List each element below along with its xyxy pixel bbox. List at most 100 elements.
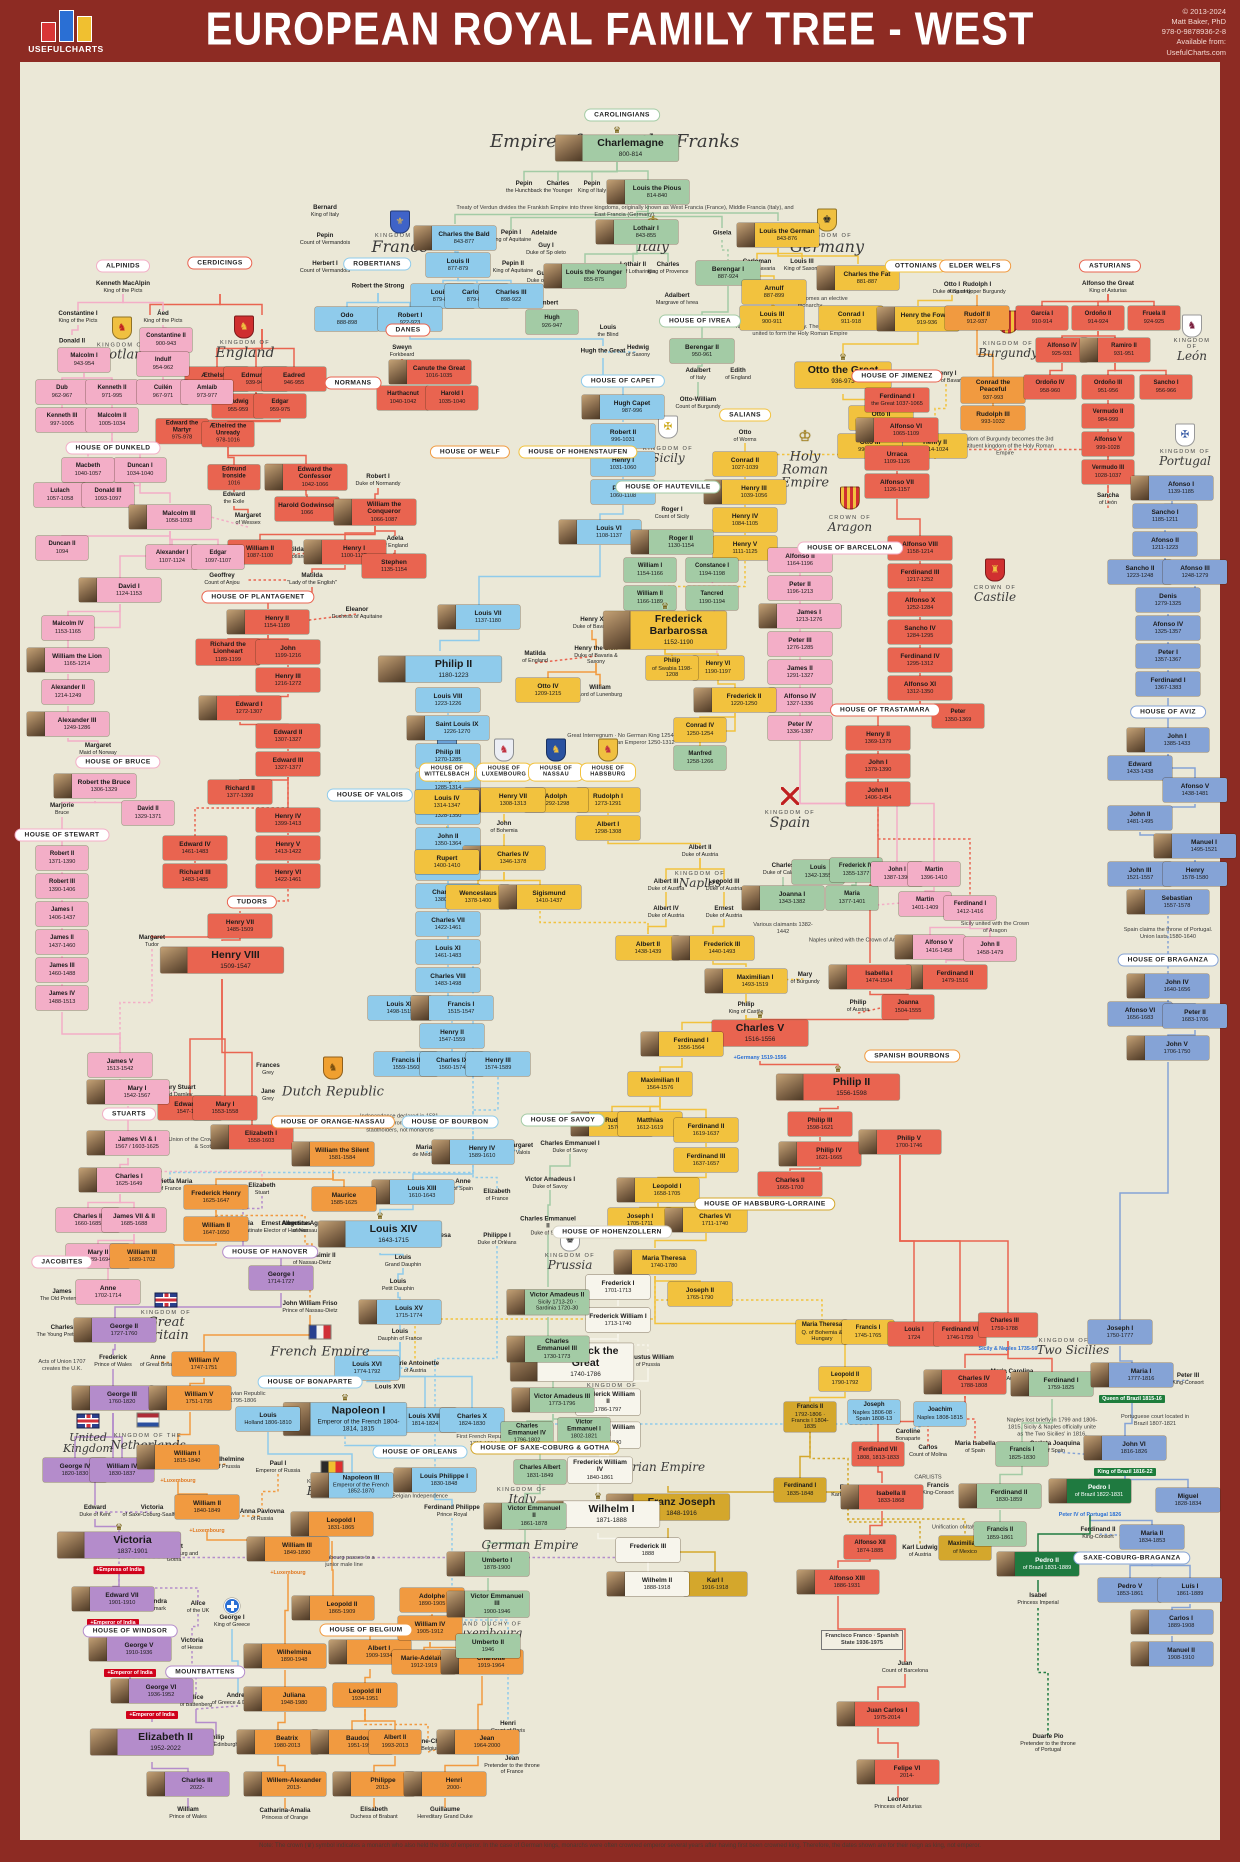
person-node: Rudolph III 993-1032 xyxy=(961,406,1025,430)
person-node: Ordoño II 914-924 xyxy=(1072,306,1124,330)
person-name: Geoffrey Count of Anjou xyxy=(204,572,240,586)
portrait xyxy=(603,611,631,649)
person-node: John VI 1816-1826 King of Brazil 1816-22 xyxy=(1084,1436,1166,1478)
person-name: Louis Dauphin of France xyxy=(377,1328,423,1342)
person-node: Henry I 1100-1135 xyxy=(304,540,386,564)
person-node: Edward I 1272-1307 xyxy=(199,696,281,720)
portrait xyxy=(291,1512,309,1536)
kingdom-label: KINGDOM OF Naples xyxy=(674,871,726,890)
person-node: Maximilian II 1564-1576 xyxy=(628,1072,692,1096)
person-name: Sweyn Forkbeard xyxy=(389,344,415,358)
kingdom-label: United Kingdom xyxy=(63,1431,113,1455)
credit-line: 978-0-9878936-2-8 xyxy=(1161,27,1226,37)
person-name: Augustus William of Prussia xyxy=(622,1354,674,1368)
poster-header: USEFULCHARTS EUROPEAN ROYAL FAMILY TREE … xyxy=(0,0,1240,62)
portrait xyxy=(359,1300,377,1324)
person-name: Edward the Exile xyxy=(222,491,246,505)
credit-line: UsefulCharts.com xyxy=(1166,47,1226,57)
person-node: William II 1166-1189 xyxy=(624,586,676,610)
person-node: Sancho IV 1284-1295 xyxy=(888,620,952,644)
person-node: Louis VIII 1223-1226 xyxy=(416,688,480,712)
person-node: Louis IV 1314-1347 xyxy=(415,790,479,814)
heraldic-mark: ✠ xyxy=(658,415,678,439)
portrait xyxy=(199,696,217,720)
person-node: Richard the Lionheart 1189-1199 xyxy=(196,639,260,665)
person-node: Jean 1964-2000 xyxy=(437,1730,519,1754)
person-node: Isabella II 1833-1868 xyxy=(841,1485,923,1509)
person-node: Francis I 1745-1765 xyxy=(842,1320,894,1344)
annotation: Acts of Union 1707 creates the U.K. xyxy=(38,1359,86,1372)
heraldic-mark: ♜ xyxy=(985,558,1005,582)
house-banner: HOUSE OF DUNKELD xyxy=(65,441,161,455)
person-node: Malcolm III 1058-1093 xyxy=(129,505,211,529)
person-name: Josephine-Charlotte of Belgium xyxy=(398,1738,458,1752)
person-node: Charles I 1625-1649 xyxy=(79,1168,161,1192)
person-node: Constantine II 900-943 xyxy=(140,328,192,352)
person-name: Robert I Duke of Normandy xyxy=(355,473,401,487)
portrait xyxy=(559,520,577,544)
person-node: Charles the Bald 843-877 xyxy=(414,226,496,250)
person-node: Edward III 1327-1377 xyxy=(256,752,320,776)
person-node: García I 910-914 xyxy=(1016,306,1068,330)
house-banner: HOUSE OF BARCELONA xyxy=(797,541,903,555)
person-node: Charles III 2022- xyxy=(147,1772,229,1796)
person-node: ♛ Louis XIV 1643-1715 xyxy=(318,1211,442,1247)
person-node: Louis Philippe I 1830-1848 xyxy=(394,1468,476,1492)
person-node: Louis the Younger 855-875 xyxy=(544,264,626,288)
person-name: Henry Stuart Lord Darnley xyxy=(158,1084,196,1098)
person-node: Rupert 1400-1410 xyxy=(415,850,479,874)
house-banner: HOUSE OF LUXEMBOURG xyxy=(476,762,532,782)
portrait xyxy=(614,1250,632,1274)
person-name: John of Bohemia xyxy=(490,820,518,834)
person-node: Edgar 959-975 xyxy=(254,394,306,418)
person-node: Philip V 1700-1746 xyxy=(859,1130,941,1154)
annotation: CARLISTS xyxy=(914,1474,942,1481)
kingdom-label: German Empire xyxy=(481,1538,579,1552)
person-name: Otto-William Count of Burgundy xyxy=(675,396,721,410)
person-name: Ferdinand II King-Consort xyxy=(1080,1526,1116,1540)
person-node: Peter IV 1336-1387 xyxy=(768,716,832,740)
title-badge: +Emperor of India xyxy=(104,1669,156,1677)
usefulcharts-logo: USEFULCHARTS xyxy=(26,8,106,54)
person-name: Adelaide xyxy=(531,229,557,237)
person-node: Manuel I 1495-1521 xyxy=(1154,834,1236,858)
heraldic-mark xyxy=(308,1324,332,1340)
kingdom-label: CROWN OF Aragon xyxy=(827,515,873,534)
portrait xyxy=(544,264,562,288)
portrait xyxy=(1049,1479,1067,1503)
person-name: Ferdinand Philippe Prince Royal xyxy=(424,1504,480,1518)
portrait xyxy=(997,1552,1015,1576)
person-node: William I 1154-1166 xyxy=(624,558,676,582)
person-node: Alexander III 1249-1286 xyxy=(27,712,109,736)
person-name: Maria Isabella of Spain xyxy=(954,1440,996,1454)
house-banner: HOUSE OF BRAGANZA xyxy=(1117,953,1219,967)
portrait xyxy=(607,180,625,204)
annotation: Great Interregnum · No German King 1254-… xyxy=(567,733,713,746)
house-banner: SALIANS xyxy=(719,408,771,422)
portrait xyxy=(837,1702,855,1726)
person-node: Æthelred the Unready 978-1016 xyxy=(202,421,254,447)
portrait xyxy=(137,1445,155,1469)
title-badge: Peter IV of Portugal 1826 xyxy=(1058,1512,1122,1518)
person-name: Victoria of Hesse xyxy=(180,1637,204,1651)
person-name: Adalbert Margrave of Ivrea xyxy=(655,292,699,306)
title-badge: +Luxembourg xyxy=(270,1570,306,1576)
person-node: Afonso II 1211-1223 xyxy=(1133,532,1197,556)
person-node: Tancred 1190-1194 xyxy=(686,586,738,610)
heraldic-mark: ✠ xyxy=(1175,423,1195,447)
person-node: Constance I 1194-1198 xyxy=(686,558,738,582)
crown-icon: ♛ xyxy=(114,1522,124,1533)
portrait xyxy=(582,395,600,419)
portrait xyxy=(1131,1610,1149,1634)
person-node: Sancho II 1223-1248 xyxy=(1108,560,1172,584)
person-node: Peter II 1683-1706 xyxy=(1163,1004,1227,1028)
person-node: Malcolm I 943-954 xyxy=(58,348,110,372)
heraldic-mark xyxy=(840,486,860,510)
person-node: Robert II 996-1031 xyxy=(591,424,655,448)
crown-icon: ♛ xyxy=(838,352,848,363)
portrait xyxy=(596,220,614,244)
person-node: Alexander I 1107-1124 xyxy=(146,545,198,569)
person-node: Wilhelm II 1888-1918 xyxy=(607,1572,689,1596)
person-node: John II 1406-1454 xyxy=(846,782,910,806)
person-node: Roger II 1130-1154 xyxy=(631,530,713,554)
